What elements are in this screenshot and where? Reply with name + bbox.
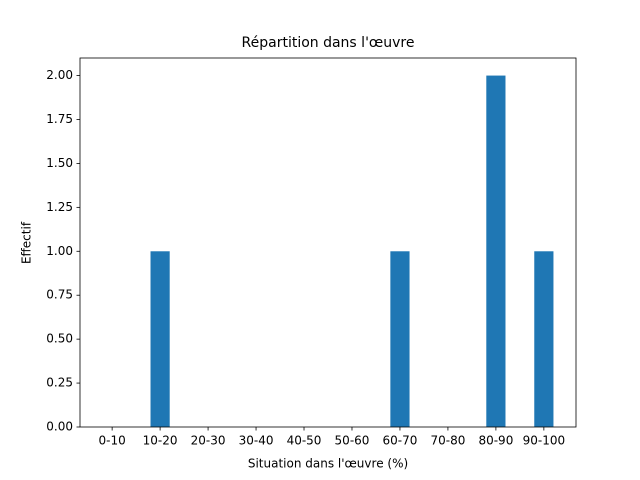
x-tick-label: 50-60 [335, 434, 370, 448]
x-tick-label: 40-50 [287, 434, 322, 448]
x-tick-label: 10-20 [143, 434, 178, 448]
y-tick-label: 0.00 [46, 420, 73, 434]
x-axis-label: Situation dans l'œuvre (%) [248, 457, 408, 471]
y-tick-label: 0.75 [46, 288, 73, 302]
x-tick-label: 80-90 [478, 434, 513, 448]
x-tick-label: 0-10 [99, 434, 126, 448]
chart-title: Répartition dans l'œuvre [242, 35, 415, 51]
bar [150, 251, 170, 427]
y-tick-label: 1.25 [46, 200, 73, 214]
y-tick-label: 1.00 [46, 244, 73, 258]
y-axis-label: Effectif [20, 221, 34, 264]
x-tick-label: 20-30 [191, 434, 226, 448]
x-tick-label: 70-80 [430, 434, 465, 448]
bar [390, 251, 410, 427]
y-tick-label: 2.00 [46, 68, 73, 82]
y-tick-label: 1.75 [46, 112, 73, 126]
x-tick-label: 90-100 [523, 434, 566, 448]
y-tick-label: 0.25 [46, 376, 73, 390]
y-tick-label: 1.50 [46, 156, 73, 170]
y-tick-label: 0.50 [46, 332, 73, 346]
bar [486, 75, 506, 428]
axes-frame [79, 57, 577, 428]
x-tick-label: 30-40 [239, 434, 274, 448]
x-tick-label: 60-70 [383, 434, 418, 448]
bar [534, 251, 554, 427]
